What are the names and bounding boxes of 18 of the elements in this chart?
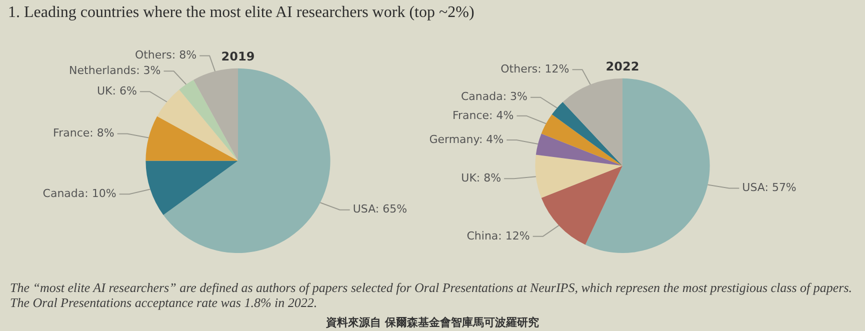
text: The “most elite AI researchers” are defined as authors of papers selected for Oral Presentations at NeurIPS, which represen the most prestigious class of papers. The Oral Presentations acceptance rate was 1.8% in 2022. (10, 280, 854, 310)
slice-label: France: 8% (53, 126, 114, 140)
text: 資料來源自 保爾森基金會智庫馬可波羅研究 (325, 315, 540, 330)
chart-title: 1. Leading countries where the most elite AI researchers work (top ~2%) (8, 4, 474, 22)
chart-subtitle: 2019 (221, 49, 255, 64)
slice-label: China: 12% (466, 229, 530, 242)
slice-label: UK: 8% (461, 172, 502, 185)
slice-label: France: 4% (452, 108, 514, 122)
slice-label: UK: 6% (97, 84, 137, 98)
slice-label: Others: 12% (500, 62, 570, 76)
slice-label: USA: 65% (352, 202, 408, 216)
slice-label: Germany: 4% (429, 132, 504, 146)
slice-label: Canada: 10% (42, 187, 116, 200)
slice-label: Canada: 3% (460, 90, 528, 104)
slice-label: Netherlands: 3% (69, 64, 161, 77)
slice-label: USA: 57% (742, 181, 796, 194)
slice-label: Others: 8% (134, 48, 197, 62)
chart-subtitle: 2022 (606, 59, 640, 74)
